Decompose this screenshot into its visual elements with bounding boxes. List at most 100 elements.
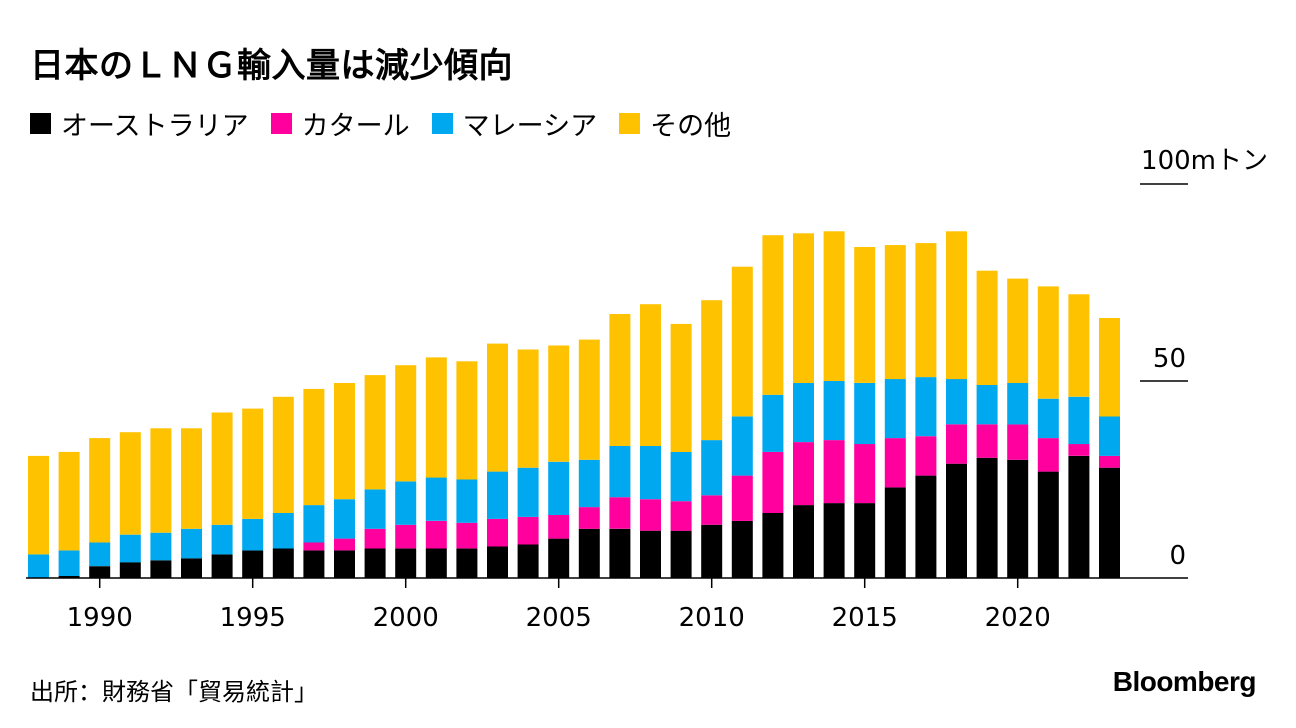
legend-swatch-qatar — [270, 113, 292, 134]
bar-segment-2019-s0 — [976, 457, 998, 578]
bar-segment-2004-s3 — [517, 349, 539, 468]
bar-segment-2007-s0 — [609, 528, 631, 579]
bar-segment-2003-s3 — [487, 343, 508, 472]
bar-segment-2017-s1 — [915, 436, 937, 476]
bar-segment-2000-s3 — [395, 365, 417, 482]
bar-segment-1990-s0 — [89, 566, 111, 578]
bar-segment-2014-s0 — [823, 503, 845, 578]
bar-segment-1996-s3 — [272, 396, 294, 513]
bar-segment-1994-s3 — [211, 412, 233, 525]
bar-segment-2018-s2 — [946, 379, 967, 425]
bar-segment-1991-s3 — [119, 432, 141, 535]
bar-segment-2019-s2 — [976, 384, 998, 425]
bar-segment-2013-s1 — [793, 442, 814, 506]
bar-segment-2006-s0 — [578, 528, 600, 579]
bar-segment-2005-s1 — [548, 515, 570, 539]
bar-segment-1994-s0 — [211, 554, 233, 578]
bar-segment-1999-s2 — [364, 489, 386, 529]
bar-segment-2021-s1 — [1037, 438, 1059, 472]
bar-segment-1989-s0 — [58, 576, 80, 578]
bar-segment-2006-s1 — [578, 507, 600, 529]
x-tick-label-2015: 2015 — [832, 603, 898, 633]
bar-segment-2018-s3 — [946, 231, 967, 380]
bar-segment-2004-s2 — [517, 467, 539, 517]
bar-segment-1997-s2 — [303, 505, 325, 543]
bar-segment-2020-s1 — [1007, 424, 1029, 460]
bar-segment-2012-s1 — [762, 451, 784, 513]
bar-segment-2012-s0 — [762, 513, 784, 578]
bar-segment-2017-s2 — [915, 377, 937, 437]
bar-segment-2016-s2 — [884, 379, 906, 439]
bar-segment-2011-s2 — [731, 416, 753, 476]
bar-segment-2023-s1 — [1099, 455, 1120, 468]
bar-segment-2022-s2 — [1068, 396, 1090, 445]
bar-segment-2020-s2 — [1007, 383, 1029, 425]
bar-segment-2006-s2 — [578, 459, 600, 508]
bar-segment-2012-s3 — [762, 235, 784, 395]
bar-segment-1990-s2 — [89, 542, 111, 567]
bar-segment-2003-s1 — [487, 518, 508, 547]
bar-segment-1999-s0 — [364, 548, 386, 578]
bar-segment-2003-s2 — [487, 471, 508, 519]
bar-segment-2010-s1 — [701, 495, 723, 525]
bar-segment-2023-s3 — [1099, 318, 1120, 417]
legend-swatch-other — [619, 113, 641, 134]
bar-segment-2016-s1 — [884, 438, 906, 488]
bar-segment-2015-s1 — [854, 444, 876, 504]
bar-segment-1999-s1 — [364, 528, 386, 549]
bar-segment-2004-s1 — [517, 516, 539, 545]
bar-segment-1988-s3 — [28, 455, 49, 555]
bar-segment-2019-s1 — [976, 424, 998, 458]
bar-segment-2015-s0 — [854, 503, 876, 578]
bar-segment-2002-s3 — [456, 361, 478, 480]
bar-segment-2009-s2 — [670, 451, 692, 502]
legend: オーストラリア カタール マレーシア その他 — [30, 104, 753, 143]
bar-segment-2018-s1 — [946, 424, 967, 464]
bar-segment-1995-s2 — [242, 518, 264, 551]
bar-segment-2017-s0 — [915, 475, 937, 578]
bar-segment-2016-s3 — [884, 245, 906, 380]
x-tick-label-1995: 1995 — [220, 603, 286, 633]
bar-segment-2003-s0 — [487, 546, 508, 578]
bar-segment-2004-s0 — [517, 544, 539, 578]
chart-title: 日本のＬＮＧ輸入量は減少傾向 — [30, 46, 513, 86]
bar-segment-2011-s3 — [731, 266, 753, 417]
bar-segment-2022-s3 — [1068, 294, 1090, 397]
bar-segment-2022-s0 — [1068, 455, 1090, 578]
bar-segment-1988-s2 — [28, 554, 49, 578]
bar-segment-2002-s0 — [456, 548, 478, 578]
bar-segment-1998-s2 — [334, 499, 355, 539]
bar-segment-1991-s2 — [119, 534, 141, 563]
bar-segment-1999-s3 — [364, 375, 386, 490]
bar-segment-2000-s2 — [395, 481, 417, 525]
bar-segment-1993-s3 — [181, 428, 202, 529]
bar-segment-1996-s2 — [272, 513, 294, 549]
bar-segment-2010-s3 — [701, 300, 723, 441]
bar-segment-2015-s3 — [854, 247, 876, 383]
bar-segment-2012-s2 — [762, 394, 784, 452]
bar-segment-1998-s1 — [334, 538, 355, 551]
bar-segment-1990-s3 — [89, 438, 111, 543]
bar-segment-1997-s3 — [303, 388, 325, 506]
y-tick-label-0: 0 — [1169, 541, 1186, 571]
bar-segment-1992-s3 — [150, 428, 172, 533]
bar-segment-2008-s2 — [640, 446, 661, 500]
bar-segment-2023-s0 — [1099, 467, 1120, 578]
bar-segment-2009-s1 — [670, 501, 692, 531]
legend-item-other: その他 — [619, 104, 731, 143]
bar-segment-2008-s0 — [640, 530, 661, 578]
bar-segment-1998-s0 — [334, 550, 355, 578]
bar-segment-2005-s0 — [548, 538, 570, 578]
bar-segment-2009-s0 — [670, 530, 692, 578]
bar-segment-2001-s2 — [425, 477, 447, 521]
x-tick-label-2020: 2020 — [985, 603, 1051, 633]
bar-segment-2001-s3 — [425, 357, 447, 478]
bar-segment-2020-s3 — [1007, 278, 1029, 383]
legend-label-australia: オーストラリア — [61, 111, 249, 142]
bar-segment-2007-s3 — [609, 314, 631, 446]
bar-segment-2021-s2 — [1037, 398, 1059, 439]
bar-segment-2011-s1 — [731, 475, 753, 521]
bar-segment-2019-s3 — [976, 270, 998, 385]
bar-segment-2020-s0 — [1007, 459, 1029, 578]
